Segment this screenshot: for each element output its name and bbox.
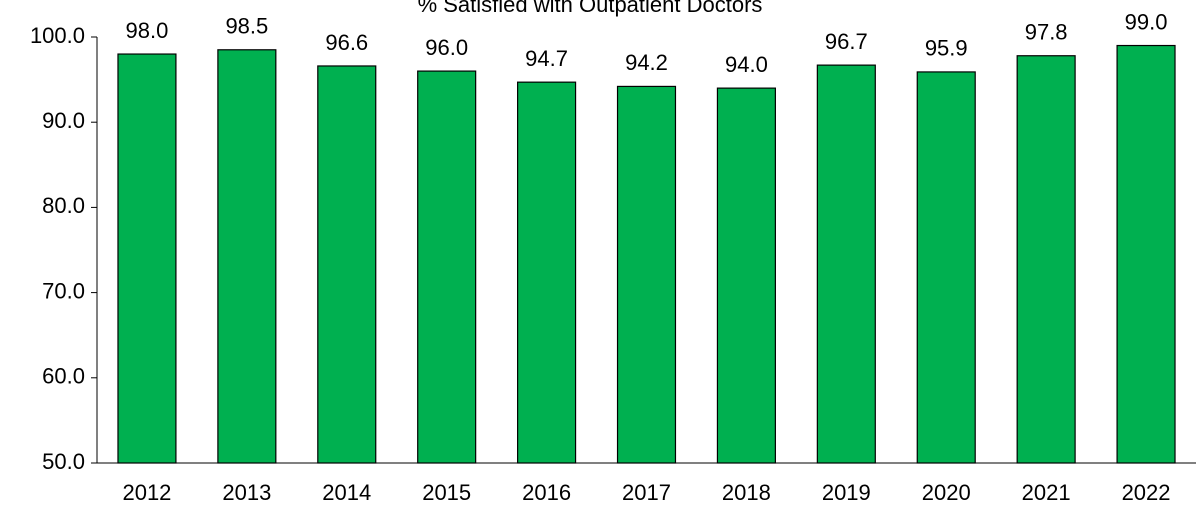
value-label: 98.5 [225,14,268,39]
y-tick-label: 100.0 [30,23,85,48]
x-tick-label: 2020 [922,480,971,505]
value-label: 94.0 [725,52,768,77]
x-tick-label: 2015 [422,480,471,505]
bar [317,65,377,464]
x-tick-label: 2019 [822,480,871,505]
bar [716,87,776,464]
x-tick-label: 2012 [122,480,171,505]
value-label: 96.7 [825,29,868,54]
value-label: 98.0 [126,18,169,43]
x-tick-label: 2013 [222,480,271,505]
value-label: 94.7 [525,46,568,71]
y-tick-label: 90.0 [42,108,85,133]
value-label: 95.9 [925,36,968,61]
y-tick-label: 70.0 [42,278,85,303]
y-tick-label: 60.0 [42,364,85,389]
bar [517,81,577,464]
bar [217,49,277,464]
bar [417,70,477,464]
x-tick-label: 2021 [1022,480,1071,505]
bar [1116,44,1176,464]
bar [616,85,677,464]
value-label: 97.8 [1025,20,1068,45]
chart-title: % Satisfied with Outpatient Doctors [418,0,763,17]
bar [916,71,976,464]
value-label: 96.0 [425,35,468,60]
bar [1016,55,1076,464]
x-tick-label: 2014 [322,480,371,505]
value-label: 99.0 [1125,9,1168,34]
y-tick-label: 50.0 [42,449,85,474]
bar [117,53,177,464]
y-tick-label: 80.0 [42,193,85,218]
value-label: 96.6 [325,30,368,55]
bar [816,64,876,464]
x-tick-label: 2017 [622,480,671,505]
x-tick-label: 2022 [1122,480,1171,505]
value-label: 94.2 [625,50,668,75]
x-tick-label: 2018 [722,480,771,505]
x-tick-label: 2016 [522,480,571,505]
